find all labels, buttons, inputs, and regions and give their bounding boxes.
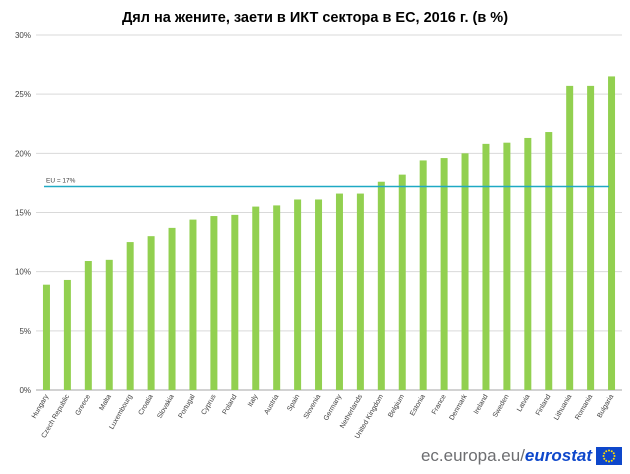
x-tick-label: Belgium [387,393,406,419]
x-tick-label: Denmark [449,393,470,422]
x-tick-label: Luxembourg [108,393,134,430]
bar [315,199,323,390]
bars [42,76,616,391]
bar [294,199,302,390]
eu-average-label: EU = 17% [46,177,76,184]
bar [63,279,71,390]
x-tick-label: Latvia [516,393,531,413]
bar [231,214,239,390]
bar [503,142,511,390]
x-tick-label: Lithuania [553,393,573,421]
x-tick-label: Ireland [473,393,490,415]
bar [84,261,92,390]
x-tick-label: Italy [247,393,260,408]
x-tick-label: Hungary [31,393,51,420]
bar [210,216,218,390]
bar [147,236,155,390]
bar [566,85,574,390]
x-tick-label: Sweden [492,393,511,418]
bar [42,284,50,390]
bar [335,193,343,390]
footer-site-text: ec.europa.eu/ [420,446,525,465]
x-tick-label: Portugal [178,393,197,419]
y-tick-label: 25% [15,90,31,99]
eu-flag-icon [596,447,622,465]
bar [356,193,364,390]
chart-title: Дял на жените, заети в ИКТ сектора в ЕС,… [121,10,509,26]
y-axis-ticks: 0% 5% 10% 15% 20% 25% 30% [15,31,31,395]
x-tick-label: Bulgaria [596,393,615,419]
y-tick-label: 20% [15,149,31,158]
bar [524,137,532,390]
gridlines [36,34,622,391]
y-tick-label: 10% [15,268,31,277]
reference-line-group: EU = 17% [44,177,609,188]
y-tick-label: 30% [15,31,31,40]
bar [105,259,113,390]
x-tick-label: Slovakia [156,393,175,420]
x-tick-label: Austria [263,393,280,415]
bar [545,132,553,391]
bar [273,205,281,390]
bar [377,181,385,390]
y-tick-label: 5% [19,327,31,336]
x-tick-label: Cyprus [200,393,217,416]
x-tick-label: Romania [574,393,594,421]
x-tick-label: Germany [323,393,344,422]
bar [398,174,406,390]
bar [126,242,134,390]
x-tick-label: Croatia [137,393,154,416]
y-tick-label: 0% [19,386,31,395]
bar [587,85,595,390]
x-tick-label: Spain [286,393,301,412]
footer-brand-text: eurostat [524,446,592,465]
bar [440,158,448,390]
x-tick-label: Slovenia [303,393,323,420]
x-tick-label: Poland [222,393,239,415]
bar [461,153,469,390]
x-tick-label: Estonia [409,393,427,417]
bar [189,219,197,390]
bar [252,206,260,390]
bar [168,227,176,390]
y-tick-label: 15% [15,209,31,218]
x-tick-label: Malta [98,393,113,411]
bar [482,143,490,390]
bar [419,160,427,390]
x-tick-label: France [431,393,448,415]
eurostat-footer: ec.europa.eu/eurostat [421,444,622,468]
bar [608,76,616,391]
x-tick-label: Greece [75,393,93,416]
x-tick-label: Finland [535,393,553,416]
